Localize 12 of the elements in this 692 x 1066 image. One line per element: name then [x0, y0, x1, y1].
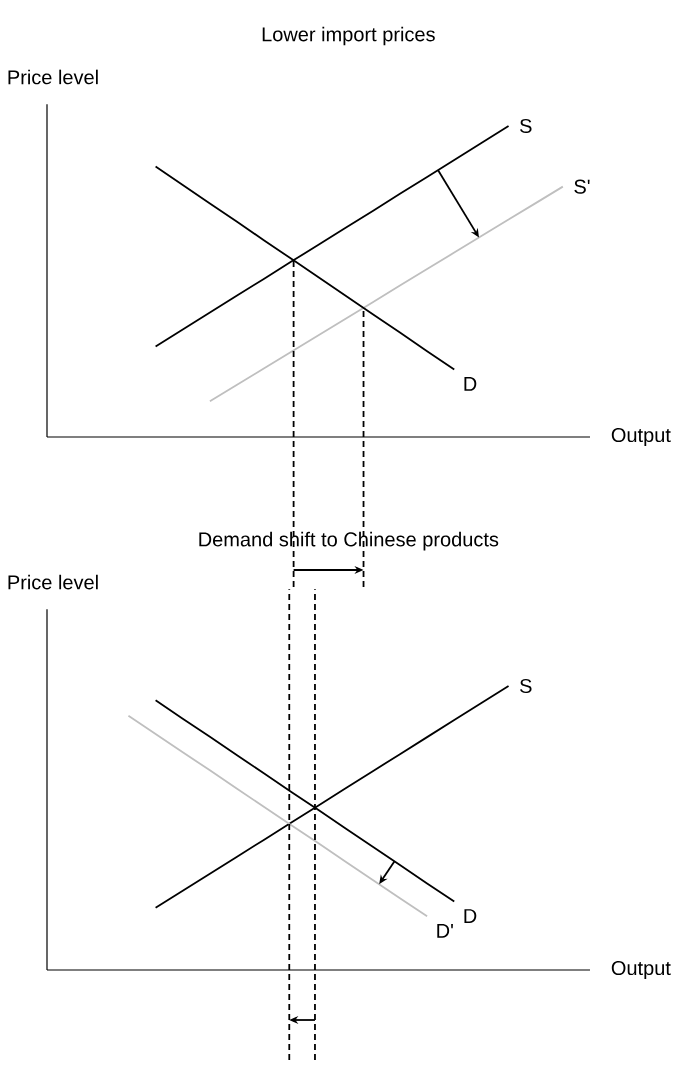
- series-label: S: [520, 118, 532, 134]
- chart-title: Demand shift to Chinese products: [199, 531, 499, 551]
- x-axis-title: Output: [611, 427, 671, 447]
- x-axis-title: Output: [611, 960, 671, 980]
- y-axis-title: Price level: [8, 574, 98, 590]
- chart-title: Lower import prices: [262, 26, 435, 46]
- series-label: D': [437, 923, 453, 938]
- y-axis-title: Price level: [8, 69, 98, 85]
- series-label: D: [464, 377, 477, 391]
- series-label: D: [464, 909, 477, 923]
- series-label: S: [520, 678, 532, 694]
- series-label: S': [574, 179, 590, 194]
